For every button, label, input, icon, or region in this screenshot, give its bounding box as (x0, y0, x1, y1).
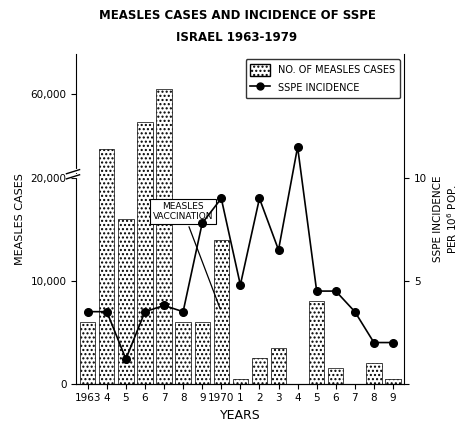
Legend: NO. OF MEASLES CASES, SSPE INCIDENCE: NO. OF MEASLES CASES, SSPE INCIDENCE (246, 59, 400, 98)
Bar (99, 149, 114, 384)
Bar (194, 322, 210, 384)
Bar (118, 219, 134, 384)
Bar (309, 302, 324, 384)
Bar (156, 89, 172, 384)
Bar (80, 322, 95, 384)
Bar (328, 368, 343, 384)
Bar (366, 363, 382, 384)
X-axis label: YEARS: YEARS (220, 409, 261, 422)
Bar (137, 122, 153, 384)
Bar (271, 348, 286, 384)
Text: MEASLES
VACCINATION: MEASLES VACCINATION (153, 201, 220, 309)
Y-axis label: SSPE INCIDENCE
PER 10$^6$ POP.: SSPE INCIDENCE PER 10$^6$ POP. (433, 176, 459, 262)
Bar (252, 358, 267, 384)
Bar (233, 378, 248, 384)
Text: MEASLES CASES AND INCIDENCE OF SSPE: MEASLES CASES AND INCIDENCE OF SSPE (99, 9, 375, 22)
Text: ISRAEL 1963-1979: ISRAEL 1963-1979 (176, 31, 298, 44)
Bar (214, 239, 229, 384)
Bar (175, 322, 191, 384)
Bar (385, 378, 401, 384)
Y-axis label: MEASLES CASES: MEASLES CASES (15, 173, 25, 265)
